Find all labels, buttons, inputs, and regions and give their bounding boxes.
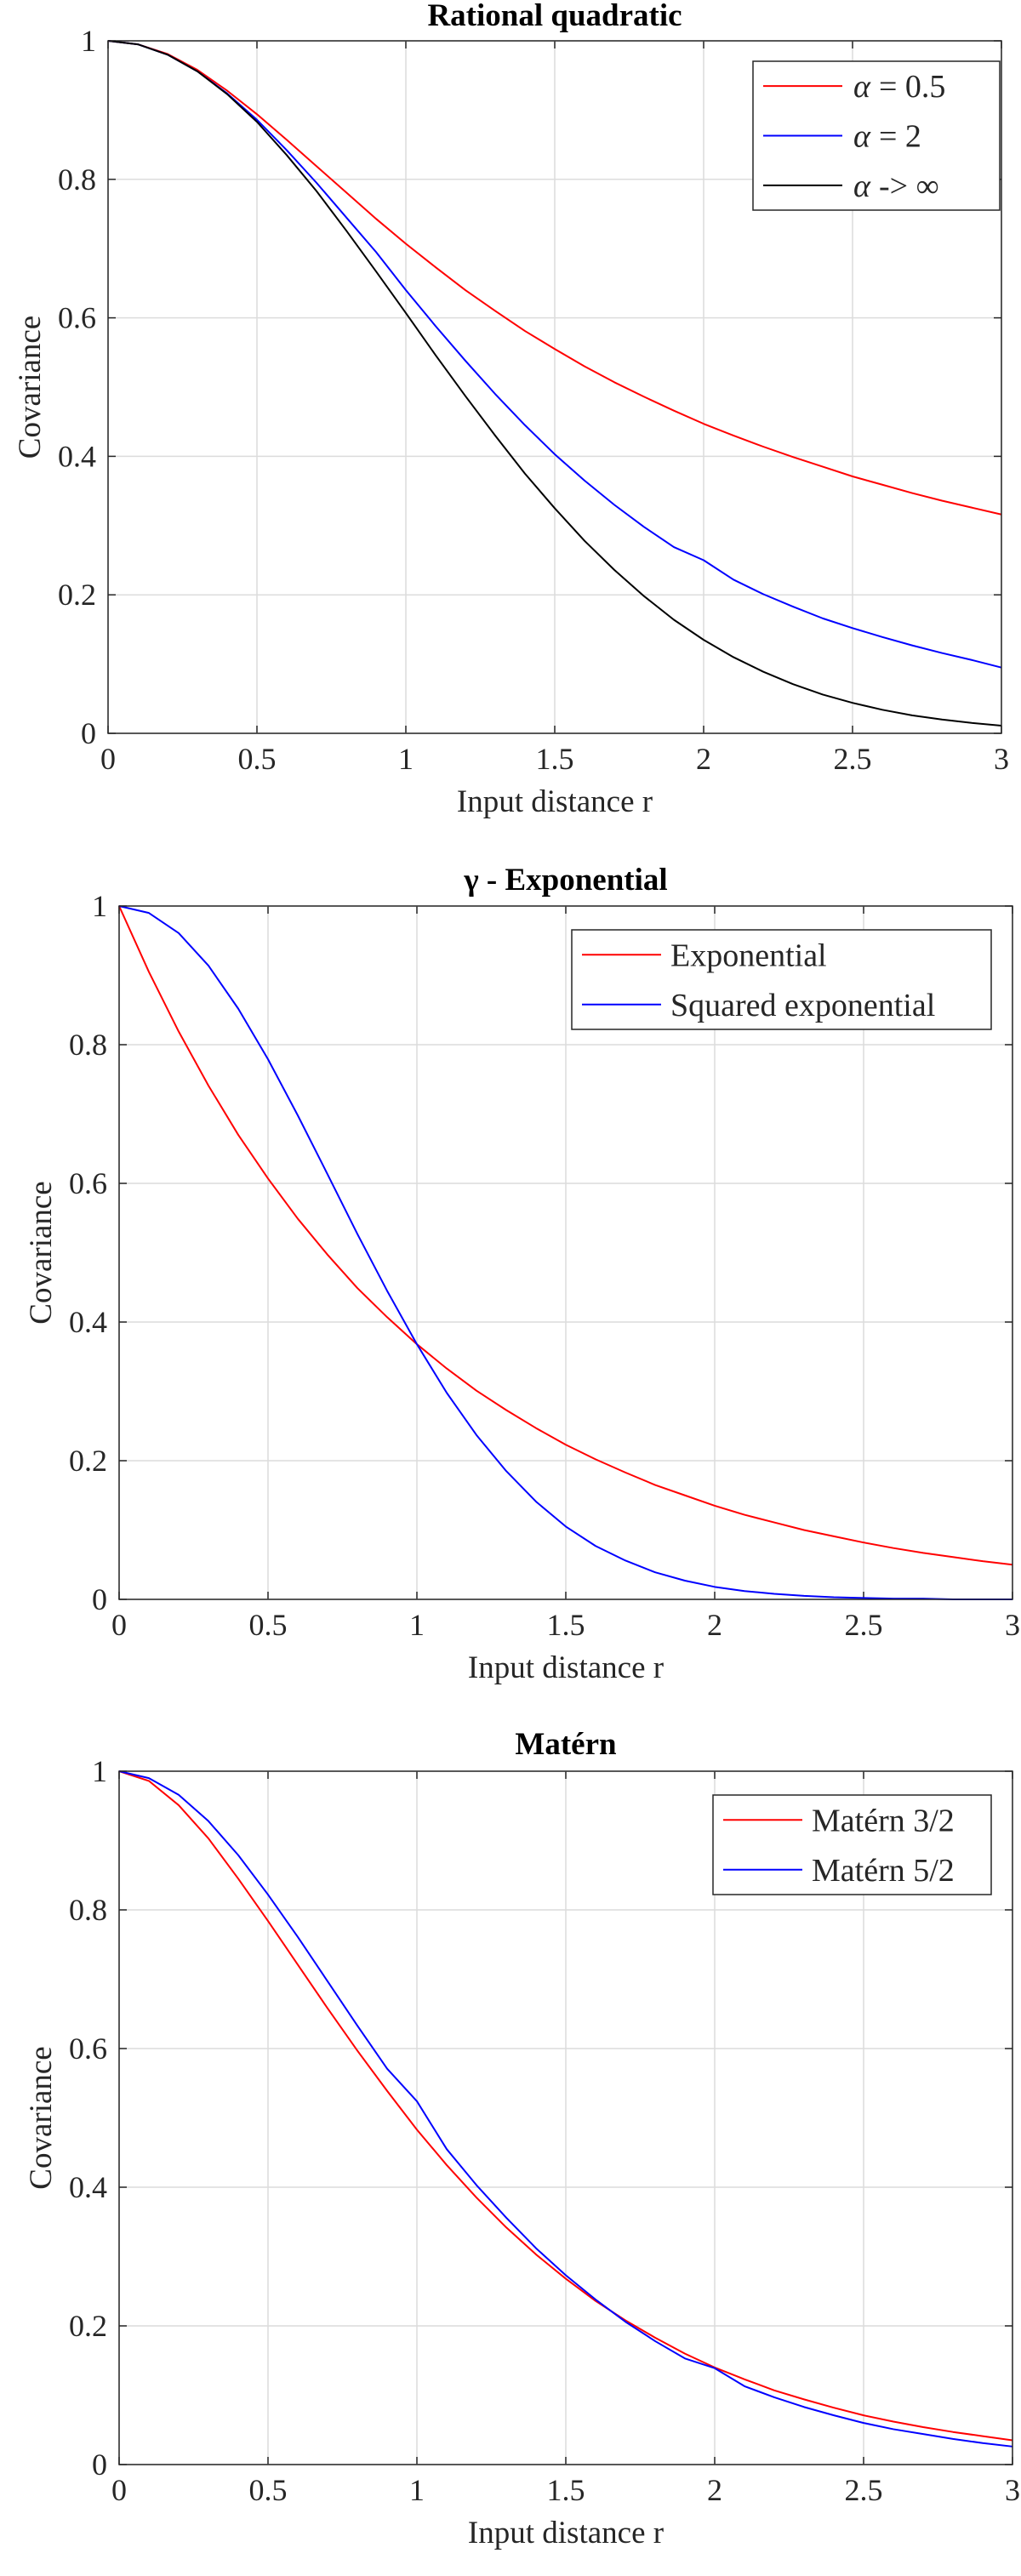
x-tick-label: 1.5 [547, 1608, 585, 1642]
x-tick-label: 0.5 [238, 742, 277, 776]
legend-label: = 2 [879, 119, 921, 155]
x-tick-label: 1 [409, 1608, 425, 1642]
legend-label: Exponential [670, 938, 827, 973]
y-tick-label: 1 [92, 1754, 107, 1788]
series-line-1 [118, 1770, 1013, 2442]
x-axis-label: Input distance r [457, 784, 653, 819]
legend-alpha-symbol: α [853, 119, 871, 155]
y-tick-label: 0.2 [69, 1444, 107, 1478]
y-tick-label: 0.4 [69, 1305, 107, 1339]
x-tick-label: 2.5 [845, 2473, 883, 2507]
series-line-1 [118, 905, 1013, 1566]
y-axis-label: Covariance [13, 316, 48, 459]
chart-panel-3: 0 0.5 1 1.5 2 2.5 3 0 0.2 0.4 0.6 0.8 1 Matérn Input d… [24, 1727, 1020, 2550]
axes-box [118, 905, 1013, 1600]
x-tick-label: 1.5 [536, 742, 574, 776]
y-tick-label: 0 [81, 716, 96, 750]
y-tick-label: 0.8 [69, 1028, 107, 1062]
y-tick-label: 0.4 [69, 2170, 107, 2204]
y-tick-label: 0 [92, 1582, 107, 1616]
legend-alpha-symbol: α [853, 168, 871, 204]
series-line-3 [107, 40, 1002, 727]
legend-alpha-symbol: α [853, 69, 871, 105]
chart-title: Matérn [515, 1727, 617, 1762]
y-tick-label: 0 [92, 2448, 107, 2482]
x-tick-label: 3 [1005, 2473, 1020, 2507]
x-tick-label: 0 [111, 1608, 127, 1642]
legend: α = 0.5α = 2α -> ∞ [752, 60, 1001, 211]
x-tick-label: 3 [1005, 1608, 1020, 1642]
series-line-1 [107, 40, 1002, 516]
y-tick-label: 0.2 [58, 578, 96, 612]
axes-box [107, 40, 1002, 734]
y-axis-label: Covariance [24, 2046, 59, 2189]
x-tick-label: 1 [398, 742, 414, 776]
legend-label: Matérn 3/2 [812, 1803, 955, 1838]
legend-label: = 0.5 [879, 69, 945, 105]
legend: Exponential Squared exponential [571, 929, 992, 1030]
x-axis-label: Input distance r [468, 2516, 664, 2550]
y-tick-label: 0.4 [58, 439, 96, 473]
y-tick-label: 1 [92, 889, 107, 923]
legend-label: Matérn 5/2 [812, 1853, 955, 1889]
chart-panel-1: 0 0.5 1 1.5 2 2.5 3 0 0.2 0.4 0.6 0.8 1 Rational quad… [13, 0, 1009, 819]
chart-title: Rational quadratic [427, 0, 682, 33]
axes-box [118, 1770, 1013, 2465]
legend-box [712, 1794, 992, 1895]
x-axis-label: Input distance r [468, 1650, 664, 1685]
y-tick-label: 1 [81, 24, 96, 58]
y-tick-label: 0.2 [69, 2309, 107, 2343]
y-tick-label: 0.6 [69, 2032, 107, 2066]
legend-label: -> ∞ [879, 168, 939, 204]
y-tick-label: 0.6 [69, 1166, 107, 1200]
x-tick-label: 3 [994, 742, 1009, 776]
x-tick-label: 2 [707, 1608, 722, 1642]
series-line-2 [107, 40, 1002, 669]
x-tick-label: 2.5 [834, 742, 872, 776]
x-tick-label: 2.5 [845, 1608, 883, 1642]
legend-box [571, 929, 992, 1030]
y-tick-label: 0.6 [58, 301, 96, 335]
x-tick-label: 1 [409, 2473, 425, 2507]
legend: Matérn 3/2 Matérn 5/2 [712, 1794, 992, 1895]
x-tick-label: 2 [696, 742, 711, 776]
x-tick-label: 1.5 [547, 2473, 585, 2507]
x-tick-label: 0 [111, 2473, 127, 2507]
y-tick-label: 0.8 [69, 1893, 107, 1927]
series-line-2 [118, 905, 1012, 1600]
y-tick-label: 0.8 [58, 162, 96, 197]
x-tick-label: 0.5 [249, 1608, 288, 1642]
legend-label: Squared exponential [670, 988, 935, 1023]
chart-title: γ - Exponential [463, 863, 667, 898]
x-tick-label: 2 [707, 2473, 722, 2507]
x-tick-label: 0.5 [249, 2473, 288, 2507]
x-tick-label: 0 [100, 742, 116, 776]
series-line-2 [118, 1770, 1013, 2448]
chart-panel-2: 0 0.5 1 1.5 2 2.5 3 0 0.2 0.4 0.6 0.8 1 γ - Exponenti… [24, 863, 1020, 1685]
y-axis-label: Covariance [24, 1181, 59, 1324]
